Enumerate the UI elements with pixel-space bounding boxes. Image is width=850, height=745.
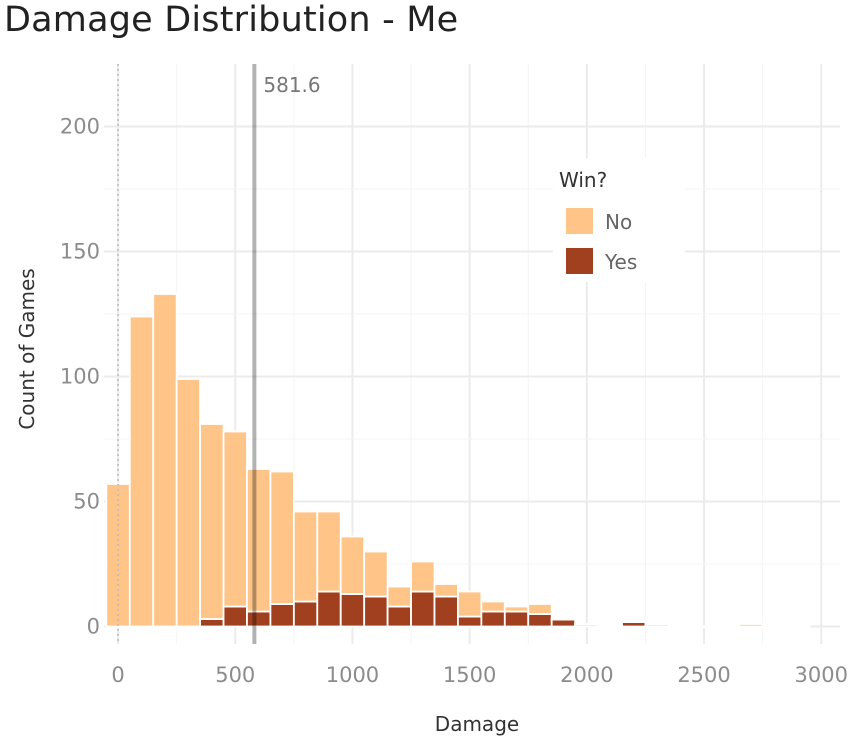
bar-no-1700 — [503, 605, 530, 613]
bar-no-1000 — [339, 535, 366, 595]
bar-yes-700 — [269, 603, 295, 628]
x-tick-label: 1000 — [326, 663, 379, 687]
bar-no-2300 — [644, 623, 670, 626]
x-tick-label: 2000 — [560, 663, 613, 687]
y-tick-label: 50 — [73, 490, 100, 514]
bar-no-2600 — [714, 625, 741, 629]
bar-yes-600 — [246, 610, 272, 628]
bar-no-2400 — [667, 625, 694, 629]
bar-yes-800 — [292, 600, 319, 628]
bar-no-2200 — [621, 620, 647, 624]
bar-yes-500 — [222, 605, 248, 628]
bar-no-2000 — [574, 623, 600, 626]
reference-lines: 581.6 — [117, 64, 321, 644]
bar-no-2900 — [785, 625, 811, 629]
bar-yes-400 — [199, 618, 225, 628]
y-axis-ticks: 0 50 100 150 200 — [60, 115, 100, 639]
bar-no-2700 — [738, 623, 764, 628]
bar-no-2500 — [691, 625, 717, 629]
bar-no-1500 — [457, 590, 483, 618]
bar-no-800 — [292, 510, 319, 603]
bar-yes-1800 — [527, 613, 553, 628]
legend-swatch-yes — [566, 248, 593, 274]
bar-yes-1300 — [410, 590, 436, 628]
bar-no-1600 — [480, 600, 506, 613]
bar-no-100 — [128, 315, 155, 628]
bar-no-1200 — [386, 585, 412, 608]
bar-no-700 — [269, 470, 295, 605]
bar-no-300 — [175, 378, 202, 628]
legend-label-no: No — [605, 210, 632, 234]
x-tick-label: 0 — [111, 663, 124, 687]
bar-yes-1000 — [339, 593, 366, 628]
bar-no-1800 — [527, 603, 553, 615]
legend: Win? No Yes — [553, 158, 685, 282]
bar-no-200 — [152, 293, 178, 628]
mean-reference-label: 581.6 — [263, 73, 320, 97]
bar-no-400 — [199, 423, 225, 620]
bar-no-600 — [246, 468, 272, 613]
x-tick-label: 500 — [215, 663, 255, 687]
x-axis-ticks: 0 500 1000 1500 2000 2500 3000 — [111, 663, 848, 687]
x-tick-label: 2500 — [677, 663, 730, 687]
bar-no-1100 — [363, 550, 389, 598]
x-tick-label: 1500 — [443, 663, 496, 687]
bar-no-2800 — [761, 625, 787, 629]
y-axis-title: Count of Games — [15, 268, 39, 429]
bar-yes-1400 — [433, 595, 459, 628]
legend-swatch-no — [566, 208, 593, 234]
bar-yes-1600 — [480, 610, 506, 628]
bar-no-2100 — [597, 625, 623, 629]
bar-yes-1500 — [457, 615, 483, 628]
x-tick-label: 3000 — [795, 663, 848, 687]
histogram-bars — [105, 293, 811, 629]
legend-title: Win? — [559, 168, 607, 192]
y-tick-label: 0 — [87, 615, 100, 639]
y-tick-label: 200 — [60, 115, 100, 139]
bar-no-1900 — [550, 618, 577, 621]
chart-title: Damage Distribution - Me — [4, 0, 459, 40]
legend-label-yes: Yes — [604, 250, 637, 274]
bar-yes-1100 — [363, 595, 389, 628]
bar-no-500 — [222, 430, 248, 608]
y-tick-label: 150 — [60, 240, 100, 264]
y-tick-label: 100 — [60, 365, 100, 389]
bar-yes-900 — [316, 590, 342, 628]
x-axis-title: Damage — [435, 712, 519, 736]
bar-no-1400 — [433, 583, 459, 598]
bar-no-1300 — [410, 560, 436, 593]
bar-yes-1200 — [386, 605, 412, 628]
bar-yes-1700 — [503, 610, 530, 628]
bar-no-900 — [316, 510, 342, 593]
